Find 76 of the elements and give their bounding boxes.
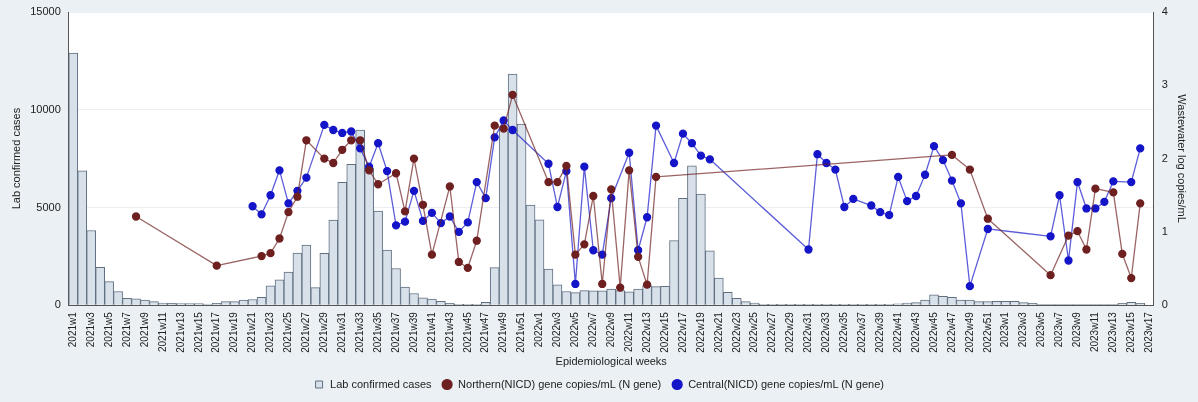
x-tick-label: 2022w7: [587, 311, 599, 348]
x-tick-label: 2022w13: [640, 311, 652, 353]
x-tick-label: 2022w1: [533, 311, 545, 348]
x-tick-label: 2023w15: [1125, 311, 1137, 353]
x-tick-label: 2023w7: [1053, 311, 1065, 348]
x-tick-label: 2021w1: [67, 311, 79, 348]
x-tick-label: 2023w5: [1035, 311, 1047, 348]
x-axis-title: Epidemiological weeks: [555, 355, 668, 368]
x-tick-label: 2022w47: [945, 311, 957, 353]
x-tick-label: 2021w17: [210, 311, 222, 353]
x-tick-label: 2022w51: [981, 311, 993, 353]
x-tick-label: 2021w51: [515, 311, 527, 353]
x-tick-label: 2022w35: [838, 311, 850, 353]
x-tick-label: 2021w43: [443, 311, 455, 353]
x-tick-label: 2022w41: [891, 311, 903, 353]
x-tick-label: 2021w23: [264, 311, 276, 353]
x-tick-label: 2021w15: [192, 311, 204, 353]
x-tick-label: 2021w31: [336, 311, 347, 353]
x-tick-label: 2021w21: [246, 311, 258, 353]
legend-label: Lab confirmed cases: [330, 377, 433, 390]
y-tick-label: 15000: [30, 5, 61, 18]
x-tick-label: 2021w27: [300, 311, 312, 353]
x-tick-label: 2022w45: [927, 311, 939, 353]
y2-tick-label: 1: [1161, 224, 1168, 237]
x-tick-label: 2022w3: [551, 311, 563, 348]
x-tick-label: 2022w17: [676, 311, 688, 353]
y2-tick-label: 2: [1161, 151, 1168, 164]
x-tick-label: 2021w29: [318, 311, 330, 353]
x-tick-label: 2022w11: [622, 311, 634, 353]
x-tick-label: 2021w13: [174, 311, 186, 353]
x-tick-label: 2022w39: [873, 311, 885, 353]
x-tick-label: 2021w11: [156, 311, 168, 353]
legend-label: Northern(NICD) gene copies/mL (N gene): [458, 377, 662, 390]
x-tick-label: 2023w9: [1071, 311, 1083, 348]
x-tick-label: 2021w49: [497, 311, 509, 353]
x-tick-label: 2022w23: [730, 311, 742, 353]
y2-tick-label: 4: [1161, 5, 1168, 18]
x-tick-label: 2022w27: [766, 311, 778, 353]
y2-tick-label: 3: [1161, 78, 1168, 91]
y-tick-label: 5000: [36, 200, 61, 213]
x-tick-label: 2021w35: [371, 311, 383, 353]
x-tick-label: 2022w43: [909, 311, 921, 353]
x-tick-label: 2022w33: [820, 311, 832, 353]
y-tick-label: 0: [54, 298, 61, 311]
x-tick-label: 2022w15: [658, 311, 670, 353]
x-tick-label: 2023w13: [1107, 311, 1119, 353]
x-tick-label: 2021w37: [389, 311, 401, 353]
x-tick-label: 2022w25: [748, 311, 760, 353]
y-axis-title: Lab confirmed cases: [9, 107, 22, 210]
x-tick-label: 2021w47: [479, 311, 491, 353]
y2-tick-label: 0: [1161, 298, 1168, 311]
y-tick-label: 10000: [30, 102, 61, 115]
x-tick-label: 2022w37: [856, 311, 868, 353]
x-tick-label: 2022w31: [802, 311, 814, 353]
x-tick-label: 2022w21: [712, 311, 724, 353]
x-tick-label: 2021w5: [102, 311, 114, 348]
x-tick-label: 2021w3: [84, 311, 96, 348]
x-tick-label: 2021w41: [425, 311, 437, 353]
x-tick-label: 2021w25: [282, 311, 294, 353]
x-tick-label: 2021w19: [228, 311, 240, 353]
x-tick-label: 2022w29: [784, 311, 796, 353]
x-tick-label: 2023w17: [1142, 311, 1154, 353]
x-tick-label: 2022w9: [604, 311, 616, 348]
x-tick-label: 2023w1: [999, 311, 1011, 348]
x-tick-label: 2023w11: [1089, 311, 1101, 353]
y2-axis-title: Wastewater log copies/mL: [1176, 94, 1189, 223]
x-tick-label: 2022w5: [569, 311, 581, 348]
legend-label: Central(NICD) gene copies/mL (N gene): [688, 377, 885, 390]
x-tick-label: 2021w33: [353, 311, 365, 353]
x-tick-label: 2022w49: [963, 311, 975, 353]
x-tick-label: 2023w3: [1017, 311, 1029, 348]
x-tick-label: 2021w45: [461, 311, 473, 353]
x-tick-label: 2022w19: [694, 311, 706, 353]
x-tick-label: 2021w7: [120, 311, 132, 348]
x-tick-label: 2021w9: [138, 311, 150, 348]
x-tick-label: 2021w39: [407, 311, 419, 353]
